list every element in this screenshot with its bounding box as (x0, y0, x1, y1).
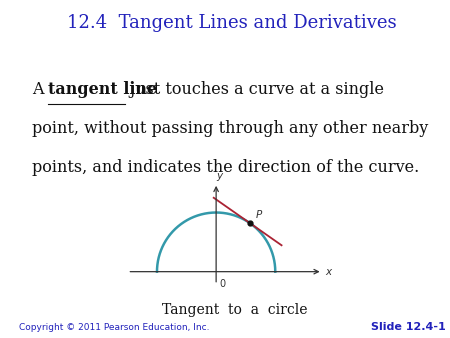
Text: P: P (255, 210, 261, 220)
Text: x: x (325, 267, 332, 277)
Text: A: A (32, 81, 49, 98)
Text: tangent line: tangent line (49, 81, 158, 98)
Text: Tangent  to  a  circle: Tangent to a circle (162, 303, 307, 316)
Text: just touches a curve at a single: just touches a curve at a single (125, 81, 383, 98)
Text: 12.4  Tangent Lines and Derivatives: 12.4 Tangent Lines and Derivatives (68, 14, 397, 31)
Text: 0: 0 (220, 279, 226, 289)
Text: y: y (216, 171, 222, 181)
Text: points, and indicates the direction of the curve.: points, and indicates the direction of t… (32, 159, 419, 176)
Text: Copyright © 2011 Pearson Education, Inc.: Copyright © 2011 Pearson Education, Inc. (19, 323, 209, 332)
Text: point, without passing through any other nearby: point, without passing through any other… (32, 120, 428, 137)
Text: Slide 12.4-1: Slide 12.4-1 (371, 322, 446, 332)
